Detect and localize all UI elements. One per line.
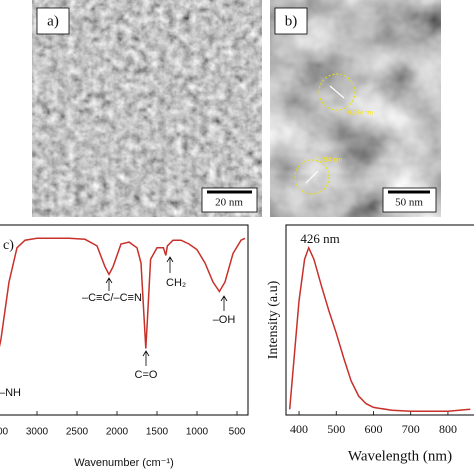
arrow [166,256,174,273]
lattice-line [329,85,345,99]
scale-label: 50 nm [395,197,423,209]
x-tick-label: 3000 [26,427,49,438]
x-axis-label: Wavelength (nm) [348,448,452,464]
spacing-label: 0.294 nm [348,111,373,117]
annotation: CH₂ [166,277,186,289]
x-tick-label: 3500 [0,427,9,438]
lattice-circle [318,73,356,111]
x-tick-label: 600 [364,422,382,436]
x-tick-label: 1000 [186,427,209,438]
panel-label: a) [47,13,59,29]
x-tick-label: 800 [439,422,457,436]
x-tick-label: 700 [402,422,420,436]
spectrum-line [0,237,246,349]
annotation: –C≡C/–C≡N [82,292,142,304]
annotation: –NH [0,387,21,399]
tem-image-a [32,0,262,217]
arrow [105,277,113,291]
lattice-circle [294,159,330,195]
label-box [36,7,70,35]
x-tick-label: 2500 [66,427,89,438]
tem-image-b [270,0,441,217]
scale-label: 20 nm [215,197,243,209]
y-axis-label: Intensity (a.u) [266,280,281,359]
x-tick-label: 2000 [106,427,129,438]
lattice-line [305,170,319,184]
x-tick-label: 400 [290,422,308,436]
annotation: –OH [213,314,236,326]
label-box [274,7,308,35]
x-axis-label: Wavenumber (cm⁻¹) [74,457,174,469]
spectrum-line [288,245,471,412]
x-tick-label: 500 [327,422,345,436]
annotation: C=O [135,369,158,381]
spacing-label: 0.284 nm [317,158,342,164]
arrow [142,350,150,366]
x-tick-label: 1500 [146,427,169,438]
x-tick-label: 500 [229,427,246,438]
arrows [105,256,228,366]
axes-frame [0,224,249,416]
panel-label: b) [285,13,298,29]
panel-label: c) [3,238,14,253]
arrow [220,295,228,311]
peak-label: 426 nm [300,231,339,246]
axes-frame [285,224,474,416]
